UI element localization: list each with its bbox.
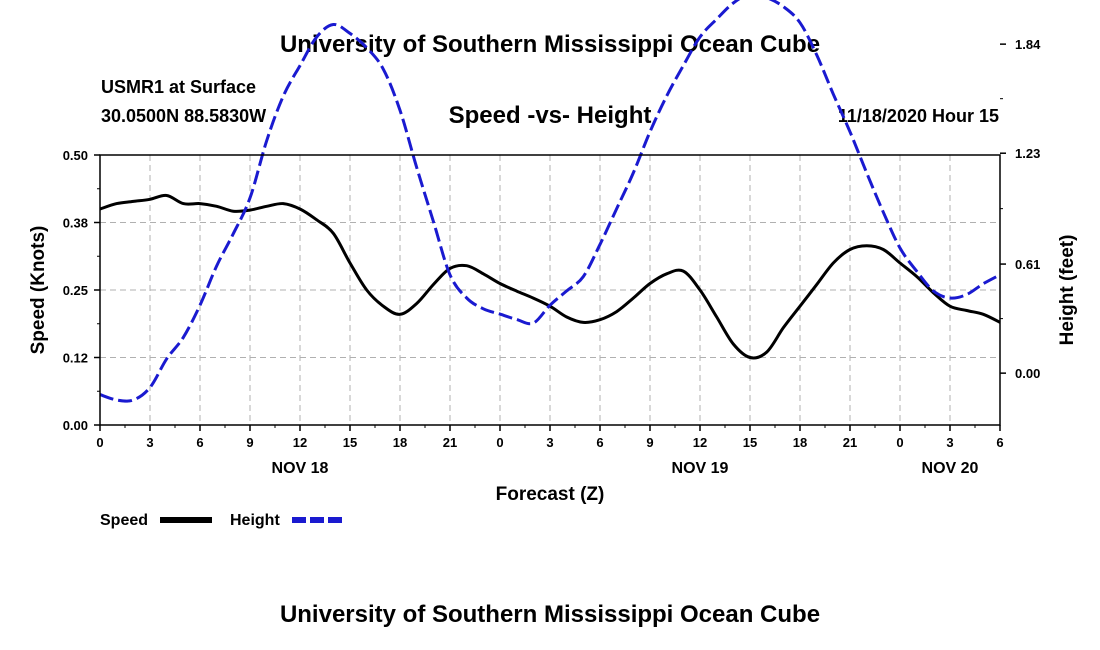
- y2-tick-label: 0.61: [1015, 257, 1040, 272]
- x-tick-label: 9: [646, 435, 653, 450]
- bottom-title: University of Southern Mississippi Ocean…: [279, 601, 821, 628]
- axes: 0 3 6 9 12 15 18 21 0 3 6 9 12 15 18 21 0 3 6 0.00 0.12 0.25 0…: [63, 37, 1041, 477]
- grid: [99, 154, 1001, 426]
- x-tick-label: 3: [546, 435, 553, 450]
- legend: Speed Height: [100, 512, 344, 529]
- x-tick-label: 12: [693, 435, 707, 450]
- y-tick-label: 0.00: [63, 418, 88, 433]
- x-tick-label: 15: [343, 435, 357, 450]
- y2-tick-label: 1.84: [1015, 37, 1041, 52]
- y-axis-label: Speed (Knots): [28, 226, 49, 355]
- x-tick-label: 9: [246, 435, 253, 450]
- top-title: University of Southern Mississippi Ocean…: [279, 31, 821, 58]
- x-tick-label: 3: [946, 435, 953, 450]
- x-axis-label: Forecast (Z): [496, 484, 605, 505]
- y-tick-label: 0.25: [63, 283, 88, 298]
- day-label: NOV 20: [922, 460, 979, 477]
- x-tick-label: 0: [496, 435, 503, 450]
- y2-tick-label: 0.00: [1015, 366, 1040, 381]
- x-tick-label: 15: [743, 435, 757, 450]
- x-tick-label: 18: [393, 435, 407, 450]
- chart-title: Speed -vs- Height: [448, 102, 652, 129]
- legend-height-label: Height: [230, 512, 280, 529]
- x-tick-label: 6: [996, 435, 1003, 450]
- y-tick-label: 0.12: [63, 351, 88, 366]
- legend-speed-label: Speed: [100, 512, 148, 529]
- x-tick-label: 12: [293, 435, 307, 450]
- x-tick-label: 21: [443, 435, 457, 450]
- x-tick-label: 6: [596, 435, 603, 450]
- x-tick-label: 6: [196, 435, 203, 450]
- day-label: NOV 18: [272, 460, 329, 477]
- day-label: NOV 19: [672, 460, 729, 477]
- y2-axis-label: Height (feet): [1057, 235, 1078, 346]
- forecast-timestamp: 11/18/2020 Hour 15: [837, 106, 999, 126]
- y-tick-label: 0.38: [63, 216, 88, 231]
- y2-tick-label: 1.23: [1015, 146, 1040, 161]
- y-tick-label: 0.50: [63, 148, 88, 163]
- x-tick-label: 21: [843, 435, 857, 450]
- height-line: [99, 0, 1001, 403]
- x-tick-label: 18: [793, 435, 807, 450]
- station-label: USMR1 at Surface: [101, 77, 257, 97]
- station-coordinates: 30.0500N 88.5830W: [101, 106, 267, 126]
- x-tick-label: 3: [146, 435, 153, 450]
- height-series: [99, 0, 1001, 403]
- x-tick-label: 0: [896, 435, 903, 450]
- x-tick-label: 0: [96, 435, 103, 450]
